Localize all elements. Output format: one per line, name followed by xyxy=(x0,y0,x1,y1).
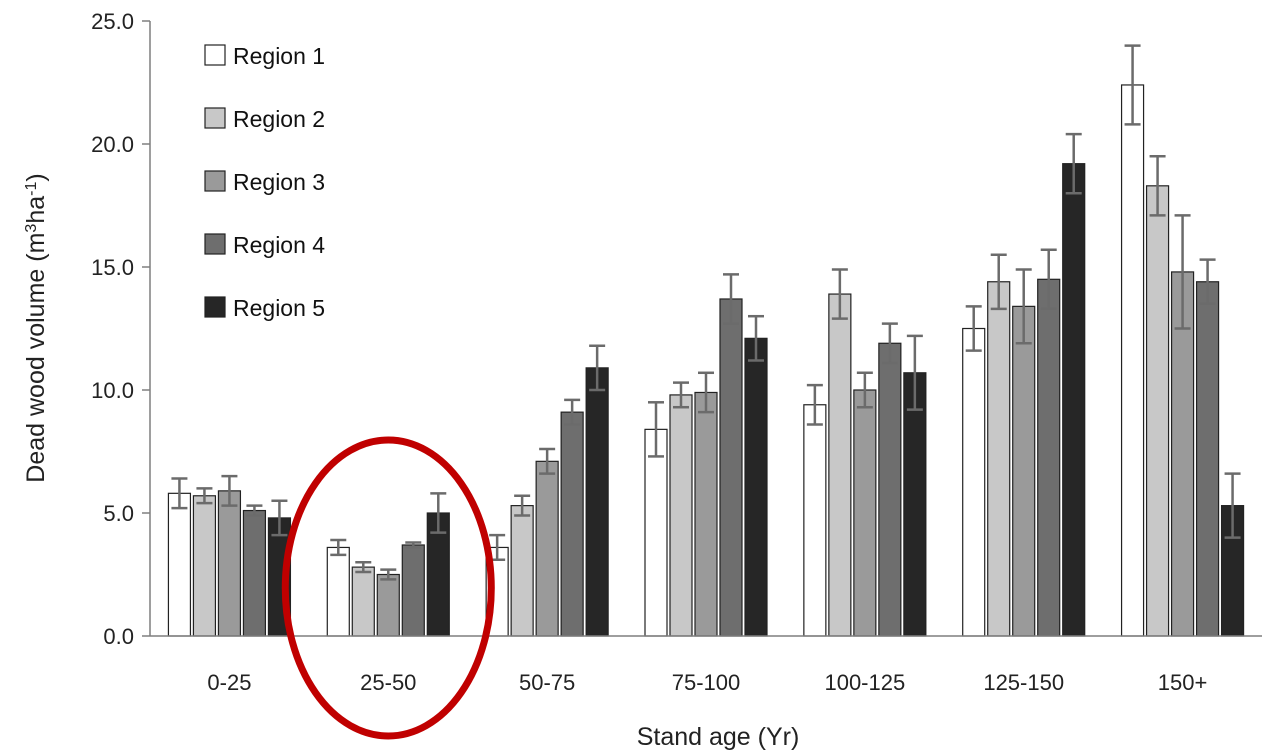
legend-swatch-region-2 xyxy=(204,107,226,129)
y-tick-label: 5.0 xyxy=(103,501,134,526)
bar-50-75-region-3 xyxy=(535,460,559,637)
legend-label-region-1: Region 1 xyxy=(233,43,325,69)
bar-100-125-region-2 xyxy=(828,293,852,637)
y-axis-title: Dead wood volume (m3ha-1) xyxy=(22,173,50,482)
bar-25-50-region-4 xyxy=(401,544,425,637)
bar-125-150-region-2 xyxy=(987,281,1011,637)
bar-50-75-region-2 xyxy=(510,505,534,637)
legend-label-region-5: Region 5 xyxy=(233,295,325,321)
bar-75-100-region-2 xyxy=(669,394,693,637)
y-axis-title-mid: ha xyxy=(22,196,50,224)
bar-150+-region-2 xyxy=(1145,185,1170,637)
bar-50-75-region-5 xyxy=(585,367,609,637)
bar-75-100-region-5 xyxy=(744,337,768,637)
y-tick-label: 10.0 xyxy=(91,378,134,403)
bar-75-100-region-1 xyxy=(644,428,668,637)
y-axis-title-end: ) xyxy=(22,173,50,181)
bar-0-25-region-2 xyxy=(192,495,217,637)
y-tick-label: 20.0 xyxy=(91,132,134,157)
legend-swatch-region-1 xyxy=(204,44,226,66)
bar-75-100-region-3 xyxy=(694,391,718,637)
x-tick-label: 0-25 xyxy=(207,670,251,695)
y-axis: 0.0 5.0 10.0 15.0 20.0 25.0 xyxy=(91,9,151,649)
bar-100-125-region-1 xyxy=(803,404,827,637)
bar-25-50-region-2 xyxy=(351,566,375,637)
x-tick-label: 25-50 xyxy=(360,670,416,695)
legend-swatch-region-5 xyxy=(204,296,226,318)
legend-label-region-2: Region 2 xyxy=(233,106,325,132)
bar-150+-region-4 xyxy=(1195,281,1220,637)
x-axis-title: Stand age (Yr) xyxy=(637,723,800,751)
x-axis: 0-25 25-50 50-75 75-100 100-125 125-150 150+ xyxy=(150,635,1262,695)
bar-125-150-region-5 xyxy=(1062,163,1086,637)
y-axis-title-main: Dead wood volume (m xyxy=(22,233,50,483)
x-tick-label: 125-150 xyxy=(983,670,1064,695)
legend: Region 1 Region 2 Region 3 Region 4 Region 5 xyxy=(204,43,325,321)
y-tick-label: 0.0 xyxy=(103,624,134,649)
bar-75-100-region-4 xyxy=(719,298,743,637)
bar-100-125-region-3 xyxy=(853,389,877,637)
x-tick-label: 150+ xyxy=(1158,670,1208,695)
y-axis-title-sup2: -1 xyxy=(23,182,40,196)
bar-25-50-region-3 xyxy=(376,573,400,637)
bar-0-25-region-3 xyxy=(217,490,242,637)
bar-0-25-region-4 xyxy=(242,509,267,637)
y-axis-title-sup1: 3 xyxy=(23,224,40,233)
bar-125-150-region-1 xyxy=(962,327,986,637)
bars-layer xyxy=(167,44,1245,637)
bar-25-50-region-1 xyxy=(326,546,350,637)
bar-0-25-region-1 xyxy=(167,492,192,637)
legend-label-region-3: Region 3 xyxy=(233,169,325,195)
bar-150+-region-1 xyxy=(1120,84,1145,637)
y-tick-label: 15.0 xyxy=(91,255,134,280)
bar-125-150-region-3 xyxy=(1012,305,1036,637)
x-tick-label: 100-125 xyxy=(824,670,905,695)
legend-label-region-4: Region 4 xyxy=(233,232,325,258)
x-tick-label: 50-75 xyxy=(519,670,575,695)
bar-100-125-region-5 xyxy=(903,372,927,637)
legend-swatch-region-3 xyxy=(204,170,226,192)
y-tick-label: 25.0 xyxy=(91,9,134,34)
bar-50-75-region-4 xyxy=(560,411,584,637)
bar-100-125-region-4 xyxy=(878,342,902,637)
bar-125-150-region-4 xyxy=(1037,278,1061,637)
legend-swatch-region-4 xyxy=(204,233,226,255)
x-tick-label: 75-100 xyxy=(672,670,741,695)
highlight-ellipse xyxy=(281,436,495,740)
